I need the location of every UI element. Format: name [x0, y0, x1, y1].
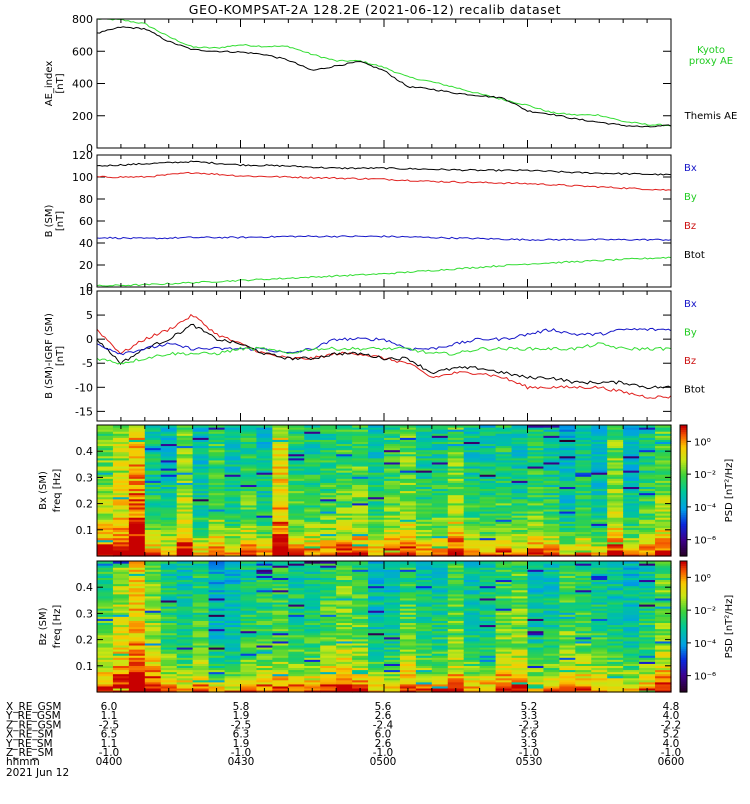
y-tick-label: 0.4	[76, 445, 94, 458]
panel-frame	[97, 291, 671, 421]
y-tick-label: 0.1	[76, 660, 94, 673]
series-line-themis-ae	[97, 27, 671, 127]
y-tick-label: 60	[79, 215, 93, 228]
y-tick-label: 40	[79, 237, 93, 250]
y-tick-label: 800	[72, 13, 93, 26]
y-tick-label: 100	[72, 171, 93, 184]
y-tick-label: 80	[79, 193, 93, 206]
panel-spec_bx: 0.1 0.2 0.3 0.4 Bx (SM)freq [Hz] 10⁰ 10⁻² 10⁻⁴ 1…	[38, 425, 735, 557]
series-group	[97, 161, 671, 286]
series-line-kyoto-proxy-ae	[97, 19, 671, 126]
y-tick-label: 0.1	[76, 524, 94, 537]
y-axis-label: [nT]	[55, 73, 66, 93]
legend-entry: Kyoto	[697, 45, 725, 56]
y-axis-label: freq [Hz]	[52, 469, 63, 513]
y-tick-label: 20	[79, 259, 93, 272]
figure-title: GEO-KOMPSAT-2A 128.2E (2021-06-12) recal…	[189, 2, 561, 17]
y-tick-label: 400	[72, 78, 93, 91]
series-line-blue	[97, 236, 671, 241]
y-axis-label: Bx (SM)	[38, 471, 49, 510]
legend-entry: Btot	[684, 250, 705, 261]
y-tick-label: -5	[82, 357, 93, 370]
legend-entry: Bx	[684, 299, 697, 310]
legend-entry: Themis AE	[684, 111, 738, 122]
y-tick-label: 600	[72, 45, 93, 58]
colorbar-tick-label: 10⁻²	[694, 470, 716, 481]
y-axis-label: B (SM)-IGRF (SM)	[44, 313, 55, 399]
spectrogram-image	[97, 425, 672, 557]
y-tick-label: 0.3	[76, 471, 94, 484]
y-axis-label: [nT]	[55, 346, 66, 366]
panel-digrf: -15 -10 -5 0 5 10 B (SM)-IGRF (SM)[nT] Bx By Bz Bt…	[44, 285, 705, 421]
legend-entry: By	[684, 328, 697, 339]
y-axis-label: AE_index	[44, 61, 55, 107]
legend-entry: Bz	[684, 356, 696, 367]
legend-entry: By	[684, 192, 697, 203]
y-axis-label: B (SM)	[44, 204, 55, 237]
series-line-blue	[97, 328, 671, 354]
y-axis-label: [nT]	[55, 211, 66, 231]
y-tick-label: 5	[86, 309, 93, 322]
y-tick-label: -10	[75, 381, 93, 394]
series-line-green	[97, 343, 671, 364]
colorbar-tick-label: 10⁻⁴	[694, 503, 716, 514]
series-line-red	[97, 315, 671, 399]
y-tick-label: 0	[86, 333, 93, 346]
legend-entry: Bz	[684, 221, 696, 232]
panel-spec_bz: 0.10.20.30.4Bz (SM)freq [Hz]10⁰10⁻²10⁻⁴1…	[38, 561, 735, 693]
colorbar-tick-label: 10⁻⁶	[694, 536, 716, 547]
legend-entry: Btot	[684, 385, 705, 396]
legend-entry: proxy AE	[689, 56, 733, 67]
series-line-black	[97, 324, 671, 388]
colorbar-tick-label: 10⁰	[694, 437, 711, 448]
y-tick-label: 120	[72, 149, 93, 162]
series-group	[97, 19, 671, 127]
y-tick-label: 10	[79, 285, 93, 298]
series-group	[97, 315, 671, 399]
panel-frame	[97, 155, 671, 287]
panel-frame	[97, 19, 671, 148]
spectrogram-image	[97, 561, 672, 693]
legend-entry: Bx	[684, 163, 697, 174]
colorbar-label: PSD [nT²/Hz]	[724, 459, 735, 523]
y-tick-label: 200	[72, 110, 93, 123]
y-tick-label: 0.2	[76, 498, 94, 511]
series-line-red	[97, 172, 671, 190]
y-tick-label: -15	[75, 405, 93, 418]
